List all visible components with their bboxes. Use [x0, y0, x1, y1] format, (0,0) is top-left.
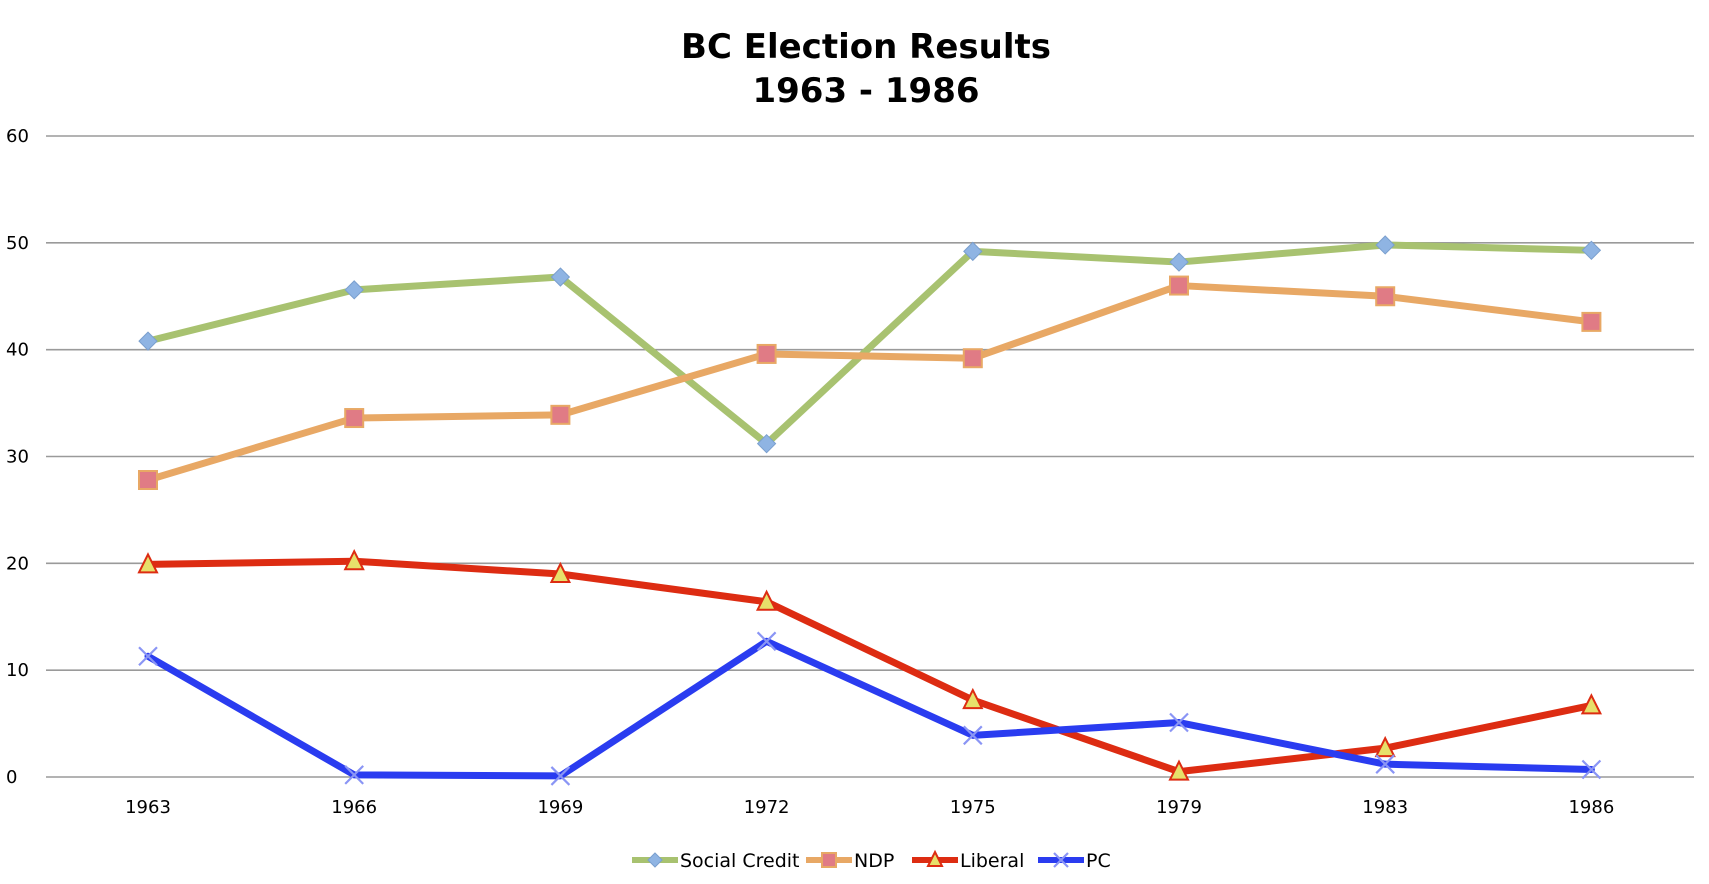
data-point-x-stroke [963, 725, 983, 746]
data-point-triangle [1374, 735, 1396, 758]
x-tick-label: 1963 [125, 797, 171, 818]
series-line [144, 241, 1595, 448]
chart-subtitle: 1963 - 1986 [752, 71, 979, 111]
data-point-square [1169, 275, 1189, 296]
data-point-x [756, 631, 777, 652]
data-point-x [138, 646, 158, 667]
data-point-x-stroke [1375, 754, 1395, 774]
data-point-square [1581, 311, 1602, 332]
y-tick-label: 50 [6, 233, 29, 254]
data-point-x-stroke [550, 766, 571, 786]
series-lines [137, 235, 1603, 786]
y-tick-label: 20 [6, 553, 29, 574]
data-point-x-stroke [756, 631, 777, 652]
data-point-triangle [1168, 759, 1190, 781]
data-point-x [1169, 712, 1189, 733]
data-point-x [344, 765, 364, 785]
x-tick-label: 1972 [744, 797, 790, 818]
legend-label: NDP [854, 850, 894, 872]
y-tick-label: 10 [6, 660, 29, 681]
data-point-diamond [550, 267, 571, 287]
x-tick-label: 1966 [331, 797, 377, 818]
legend-item: Liberal [912, 849, 1024, 872]
series-pc [138, 631, 1602, 786]
legend-item: Social Credit [632, 850, 800, 872]
y-tick-label: 30 [6, 447, 29, 468]
y-axis-ticks: 0 10 20 30 40 50 60 [6, 126, 29, 788]
data-point-x [963, 725, 983, 746]
legend-item: NDP [806, 850, 894, 872]
series-line [144, 637, 1595, 780]
data-point-triangle [755, 589, 778, 611]
data-point-x [1581, 759, 1602, 780]
data-point-diamond [1581, 240, 1602, 261]
y-tick-label: 0 [6, 767, 17, 788]
data-point-square [821, 852, 837, 868]
data-point-square [138, 470, 158, 491]
legend-item: PC [1038, 850, 1111, 872]
legend-label: Social Credit [680, 850, 800, 872]
legend: Social Credit NDP Liberal PC [632, 849, 1111, 872]
data-point-x-stroke [344, 765, 364, 785]
x-tick-label: 1986 [1568, 797, 1614, 818]
data-point-diamond [1375, 235, 1395, 255]
legend-label: Liberal [960, 850, 1024, 872]
data-point-diamond [756, 433, 777, 454]
series-line [144, 282, 1595, 484]
data-point-x-stroke [1169, 712, 1189, 733]
data-point-x-stroke [1581, 759, 1602, 780]
data-point-diamond [647, 852, 663, 868]
data-point-triangle [1580, 693, 1603, 715]
series-line [144, 557, 1595, 776]
gridlines [46, 135, 1694, 778]
chart-title: BC Election Results [681, 27, 1051, 67]
legend-label: PC [1086, 850, 1111, 872]
data-point-square [962, 348, 983, 369]
data-point-diamond [138, 331, 158, 351]
data-point-triangle [549, 561, 572, 584]
y-tick-label: 60 [6, 126, 29, 147]
data-point-x [1375, 754, 1395, 774]
x-tick-label: 1969 [537, 797, 583, 818]
data-point-x-stroke [138, 646, 158, 667]
series-ndp [138, 275, 1602, 491]
series-social-credit [138, 235, 1602, 454]
x-tick-label: 1983 [1362, 797, 1408, 818]
x-tick-label: 1979 [1156, 797, 1202, 818]
series-liberal [137, 548, 1603, 781]
data-point-x [1053, 852, 1069, 868]
data-point-square [550, 404, 571, 425]
x-tick-label: 1975 [950, 797, 996, 818]
data-point-triangle [962, 687, 984, 710]
data-point-diamond [344, 280, 364, 300]
data-point-triangle [137, 552, 159, 574]
data-point-diamond [963, 241, 983, 262]
data-point-x [550, 766, 571, 786]
x-axis-ticks: 1963 1966 1969 1972 1975 1979 1983 1986 [125, 797, 1614, 818]
data-point-square [756, 343, 777, 364]
data-point-x-stroke [1053, 852, 1069, 868]
data-point-square [1375, 286, 1396, 307]
data-point-diamond [1169, 252, 1189, 272]
data-point-square [344, 408, 365, 429]
y-tick-label: 40 [6, 340, 29, 361]
data-point-triangle [926, 849, 944, 867]
data-point-triangle [343, 548, 365, 571]
